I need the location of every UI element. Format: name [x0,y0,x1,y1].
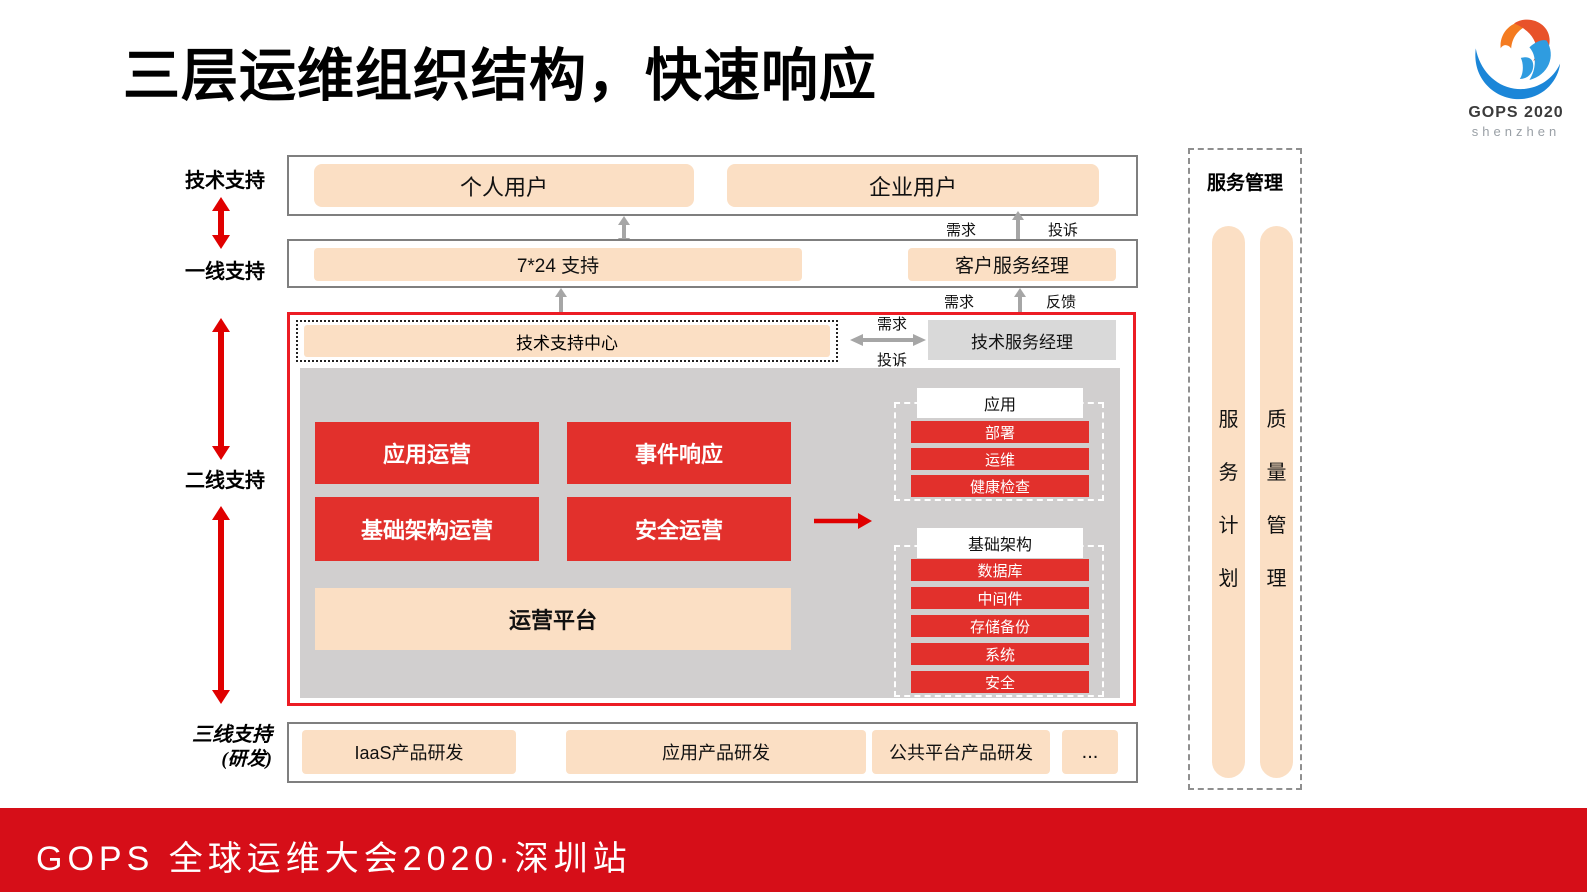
service-plan-text: 服务计划 [1218,409,1239,590]
ops-box-infra-operations: 基础架构运营 [315,497,539,561]
tier3-box-platform: 公共平台产品研发 [872,730,1050,774]
customer-manager-box: 客户服务经理 [908,248,1116,281]
red-double-arrow-icon [212,318,230,460]
page-title: 三层运维组织结构，快速响应 [123,44,877,108]
third-line-text: 三线支持 [192,724,272,746]
red-right-arrow-icon [814,513,872,529]
infra-group-item: 系统 [911,643,1089,665]
infra-group-item: 存储备份 [911,615,1089,637]
logo-name: GOPS 2020 [1468,104,1564,121]
quality-management-bar: 质量管理 [1260,226,1293,778]
footer-bar: GOPS 全球运维大会2020·深圳站 [0,808,1587,892]
tier-label-third-line: 三线支持 (研发) [168,722,272,773]
service-plan-bar: 服务计划 [1212,226,1245,778]
flow-label-complaint: 投诉 [876,352,907,369]
app-group-item: 健康检查 [911,475,1089,497]
tier-label-first-line: 一线支持 [185,261,265,283]
gray-horizontal-double-arrow-icon [850,334,926,346]
third-line-sub-text: (研发) [221,749,272,770]
footer-text: GOPS 全球运维大会2020·深圳站 [36,840,632,878]
red-double-arrow-icon [212,197,230,249]
ops-box-incident-response: 事件响应 [567,422,791,484]
logo-city: shenzhen [1471,124,1561,139]
infra-group-item: 中间件 [911,587,1089,609]
flow-label-feedback: 反馈 [1045,294,1076,311]
personal-users-box: 个人用户 [314,164,694,207]
quality-management-text: 质量管理 [1266,409,1287,590]
ops-box-security-operations: 安全运营 [567,497,791,561]
red-double-arrow-icon [212,506,230,704]
enterprise-users-box: 企业用户 [727,164,1099,207]
operations-platform-box: 运营平台 [315,588,791,650]
gops-logo: GOPS 2020 shenzhen [1448,10,1584,139]
flow-label-demand: 需求 [876,316,907,333]
tier3-box-app: 应用产品研发 [566,730,866,774]
ops-box-app-operations: 应用运营 [315,422,539,484]
flow-label-demand: 需求 [943,294,974,311]
service-panel-title: 服务管理 [1206,173,1283,194]
tier-label-second-line: 二线支持 [185,470,265,492]
app-group-item: 运维 [911,448,1089,470]
service-manager-box: 技术服务经理 [928,320,1116,360]
support-center-box: 技术支持中心 [304,325,830,357]
app-group-item: 部署 [911,421,1089,443]
support-724-box: 7*24 支持 [314,248,802,281]
tier3-box-iaas: IaaS产品研发 [302,730,516,774]
flow-label-complaint: 投诉 [1047,222,1078,239]
tier3-box-ellipsis: ... [1062,730,1118,774]
infra-group-item: 安全 [911,671,1089,693]
gops-swirl-icon [1475,19,1561,100]
flow-label-demand: 需求 [945,222,976,239]
app-group-title: 应用 [917,388,1083,418]
infra-group-title: 基础架构 [917,528,1083,558]
tier-label-tech-support: 技术支持 [185,170,265,192]
infra-group-item: 数据库 [911,559,1089,581]
